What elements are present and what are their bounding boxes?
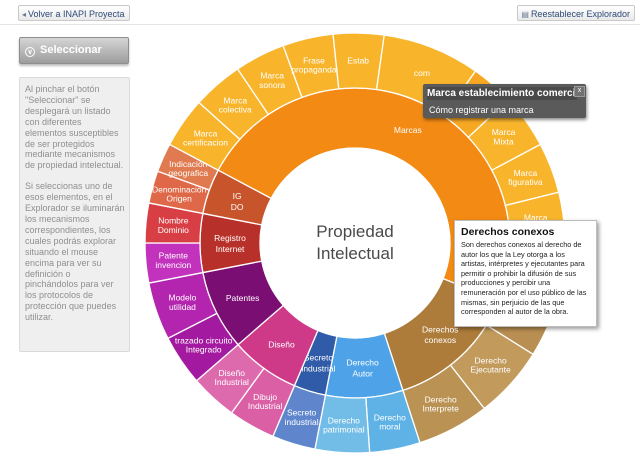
instructions-panel: Al pinchar el botón "Seleccionar" se des… [19,77,130,352]
svg-text:Estab: Estab [347,55,369,65]
select-button[interactable]: ∨ Seleccionar [19,37,129,64]
svg-text:Diseño: Diseño [268,339,295,349]
svg-text:Marcas: Marcas [394,125,422,135]
header-divider [0,24,640,25]
marca-tooltip-title: Marca establecimiento comercial [427,87,577,100]
reset-button-label: Reestablecer Explorador [530,9,630,19]
instructions-paragraph-2: Si seleccionas uno de esos elementos, en… [25,181,125,323]
chevron-down-icon: ∨ [25,47,35,57]
svg-text:Patentes: Patentes [226,293,260,303]
back-to-inapi-button[interactable]: ◂ Volver a INAPI Proyecta [18,5,130,21]
arrow-left-icon: ◂ [22,10,27,19]
close-icon[interactable]: x [574,86,585,97]
derechos-conexos-tooltip-title: Derechos conexos [461,226,555,238]
back-button-label: Volver a INAPI Proyecta [28,9,125,19]
derechos-conexos-tooltip: Derechos conexos Son derechos conexos al… [454,220,597,327]
center-hub [259,147,451,339]
svg-text:com: com [414,68,430,78]
svg-text:Marca: Marca [524,212,548,222]
como-registrar-marca-link[interactable]: Cómo registrar una marca [429,105,534,115]
outer-sector-estab[interactable]: Estab [332,32,385,91]
center-title-line-2: Intelectual [316,244,394,263]
reset-explorer-button[interactable]: ▤ Reestablecer Explorador [517,5,635,21]
outer-sector-modelo-utilidad[interactable]: Modelo utilidad [148,271,218,340]
reset-icon: ▤ [521,10,529,19]
center-title-line-1: Propiedad [316,222,394,241]
derechos-conexos-tooltip-body: Son derechos conexos al derecho de autor… [461,240,587,317]
outer-sector-derecho-moral[interactable]: Derecho moral [365,389,421,454]
marca-tooltip: Marca establecimiento comercial x Cómo r… [423,84,586,118]
select-button-label: Seleccionar [40,44,102,56]
instructions-paragraph-1: Al pinchar el botón "Seleccionar" se des… [25,84,124,171]
